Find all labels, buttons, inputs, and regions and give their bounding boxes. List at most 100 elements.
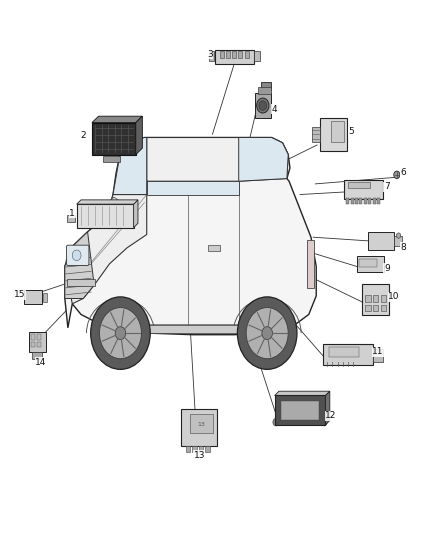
Circle shape — [246, 308, 288, 359]
Circle shape — [29, 296, 32, 299]
Polygon shape — [255, 93, 271, 118]
Text: 6: 6 — [400, 168, 406, 176]
Bar — [31, 334, 35, 340]
Bar — [208, 245, 220, 251]
Bar — [181, 409, 217, 446]
Bar — [220, 51, 224, 58]
Bar — [199, 446, 203, 452]
Bar — [320, 118, 347, 151]
Text: 2: 2 — [81, 132, 86, 140]
Bar — [368, 198, 371, 204]
Polygon shape — [65, 138, 316, 335]
Bar — [29, 332, 46, 352]
Bar — [209, 51, 214, 61]
Text: 14: 14 — [35, 358, 46, 367]
Bar — [281, 401, 318, 420]
Bar — [192, 446, 197, 452]
Polygon shape — [77, 204, 134, 228]
Polygon shape — [68, 195, 147, 304]
Bar — [359, 198, 363, 204]
Bar — [254, 51, 260, 61]
Polygon shape — [92, 123, 136, 155]
Bar — [368, 232, 394, 249]
Polygon shape — [107, 197, 118, 205]
Bar — [37, 334, 41, 340]
Text: 3: 3 — [207, 50, 213, 59]
Bar — [331, 121, 344, 142]
Text: 12: 12 — [325, 411, 336, 420]
Bar — [355, 198, 358, 204]
Bar — [24, 290, 42, 304]
Bar — [67, 215, 75, 222]
Text: 9: 9 — [384, 264, 390, 272]
Text: 10: 10 — [389, 293, 400, 301]
Circle shape — [237, 297, 297, 369]
Bar — [381, 305, 386, 311]
Bar — [43, 293, 47, 302]
Bar — [365, 305, 371, 311]
Circle shape — [394, 171, 400, 179]
Text: 1: 1 — [69, 209, 75, 217]
Bar — [226, 51, 230, 58]
Bar — [381, 295, 386, 302]
Circle shape — [72, 250, 81, 261]
FancyBboxPatch shape — [67, 245, 89, 265]
Bar — [328, 347, 359, 357]
Bar — [323, 344, 373, 365]
Bar — [125, 325, 256, 333]
Bar — [239, 51, 243, 58]
Circle shape — [37, 296, 40, 299]
Bar — [186, 446, 190, 452]
Polygon shape — [325, 391, 330, 425]
Text: 11: 11 — [372, 348, 384, 356]
Bar — [258, 87, 271, 94]
Bar — [373, 305, 378, 311]
Bar — [373, 349, 383, 362]
Text: 4: 4 — [272, 105, 277, 114]
Polygon shape — [77, 200, 138, 204]
Circle shape — [321, 418, 327, 426]
Bar — [372, 198, 375, 204]
Bar — [37, 342, 41, 347]
Circle shape — [25, 296, 28, 299]
Circle shape — [33, 296, 36, 299]
Bar — [346, 198, 349, 204]
Text: 5: 5 — [348, 127, 354, 136]
Bar — [190, 414, 213, 433]
Bar — [348, 182, 370, 188]
Bar — [377, 198, 380, 204]
Bar — [31, 342, 35, 347]
Bar — [359, 259, 377, 267]
Circle shape — [396, 233, 401, 238]
Text: 15: 15 — [14, 290, 25, 299]
Circle shape — [182, 413, 188, 421]
Bar — [350, 198, 353, 204]
Text: 13: 13 — [194, 451, 205, 459]
Polygon shape — [134, 200, 138, 228]
Polygon shape — [275, 395, 325, 425]
Bar — [32, 352, 42, 359]
Bar — [215, 50, 254, 63]
Polygon shape — [65, 232, 94, 298]
Bar — [103, 156, 120, 162]
Polygon shape — [239, 138, 288, 181]
Bar — [373, 295, 378, 302]
Text: 13: 13 — [198, 422, 205, 427]
Polygon shape — [92, 116, 142, 123]
Text: 7: 7 — [384, 182, 390, 191]
Text: 8: 8 — [400, 243, 406, 252]
Bar — [261, 82, 271, 90]
Circle shape — [262, 327, 272, 340]
Bar — [67, 279, 95, 286]
Circle shape — [257, 98, 269, 113]
Bar — [312, 127, 320, 142]
Circle shape — [99, 308, 141, 359]
Polygon shape — [136, 116, 142, 155]
Bar — [245, 51, 249, 58]
Circle shape — [91, 297, 150, 369]
Circle shape — [182, 433, 188, 441]
Bar — [364, 198, 367, 204]
Bar — [205, 446, 210, 452]
Bar — [394, 236, 402, 246]
Bar — [233, 51, 237, 58]
